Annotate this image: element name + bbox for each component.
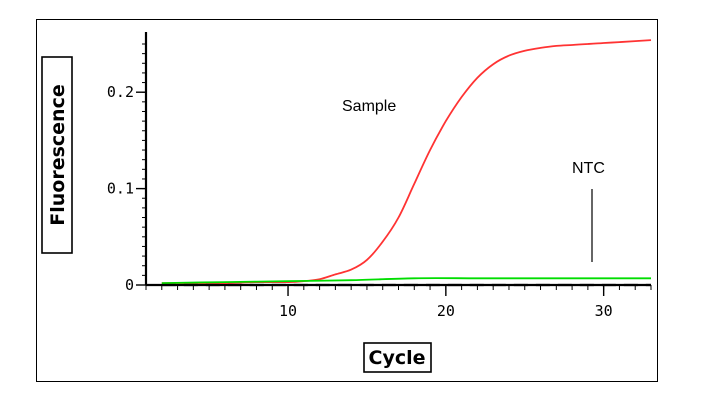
y-tick-label: 0 [125, 276, 134, 294]
series-lines [161, 39, 652, 287]
y-tick-label: 0.1 [107, 180, 134, 198]
x-tick-label: 20 [437, 302, 455, 320]
y-tick-label: 0.2 [107, 83, 134, 101]
x-tick-label: 10 [279, 302, 297, 320]
x-axis-title-text: Cycle [369, 347, 426, 369]
annotation-ntc: NTC [572, 160, 605, 177]
y-axis-title: Fluorescence [41, 56, 73, 254]
x-axis-title-box [363, 342, 432, 373]
annotation-sample: Sample [342, 98, 396, 115]
x-tick-label: 30 [595, 302, 613, 320]
x-axis-title: Cycle [363, 342, 432, 373]
y-axis-title-text: Fluorescence [47, 84, 69, 225]
y-axis-title-box [41, 56, 73, 254]
chart-border [36, 19, 658, 382]
series-line-background [161, 277, 651, 284]
